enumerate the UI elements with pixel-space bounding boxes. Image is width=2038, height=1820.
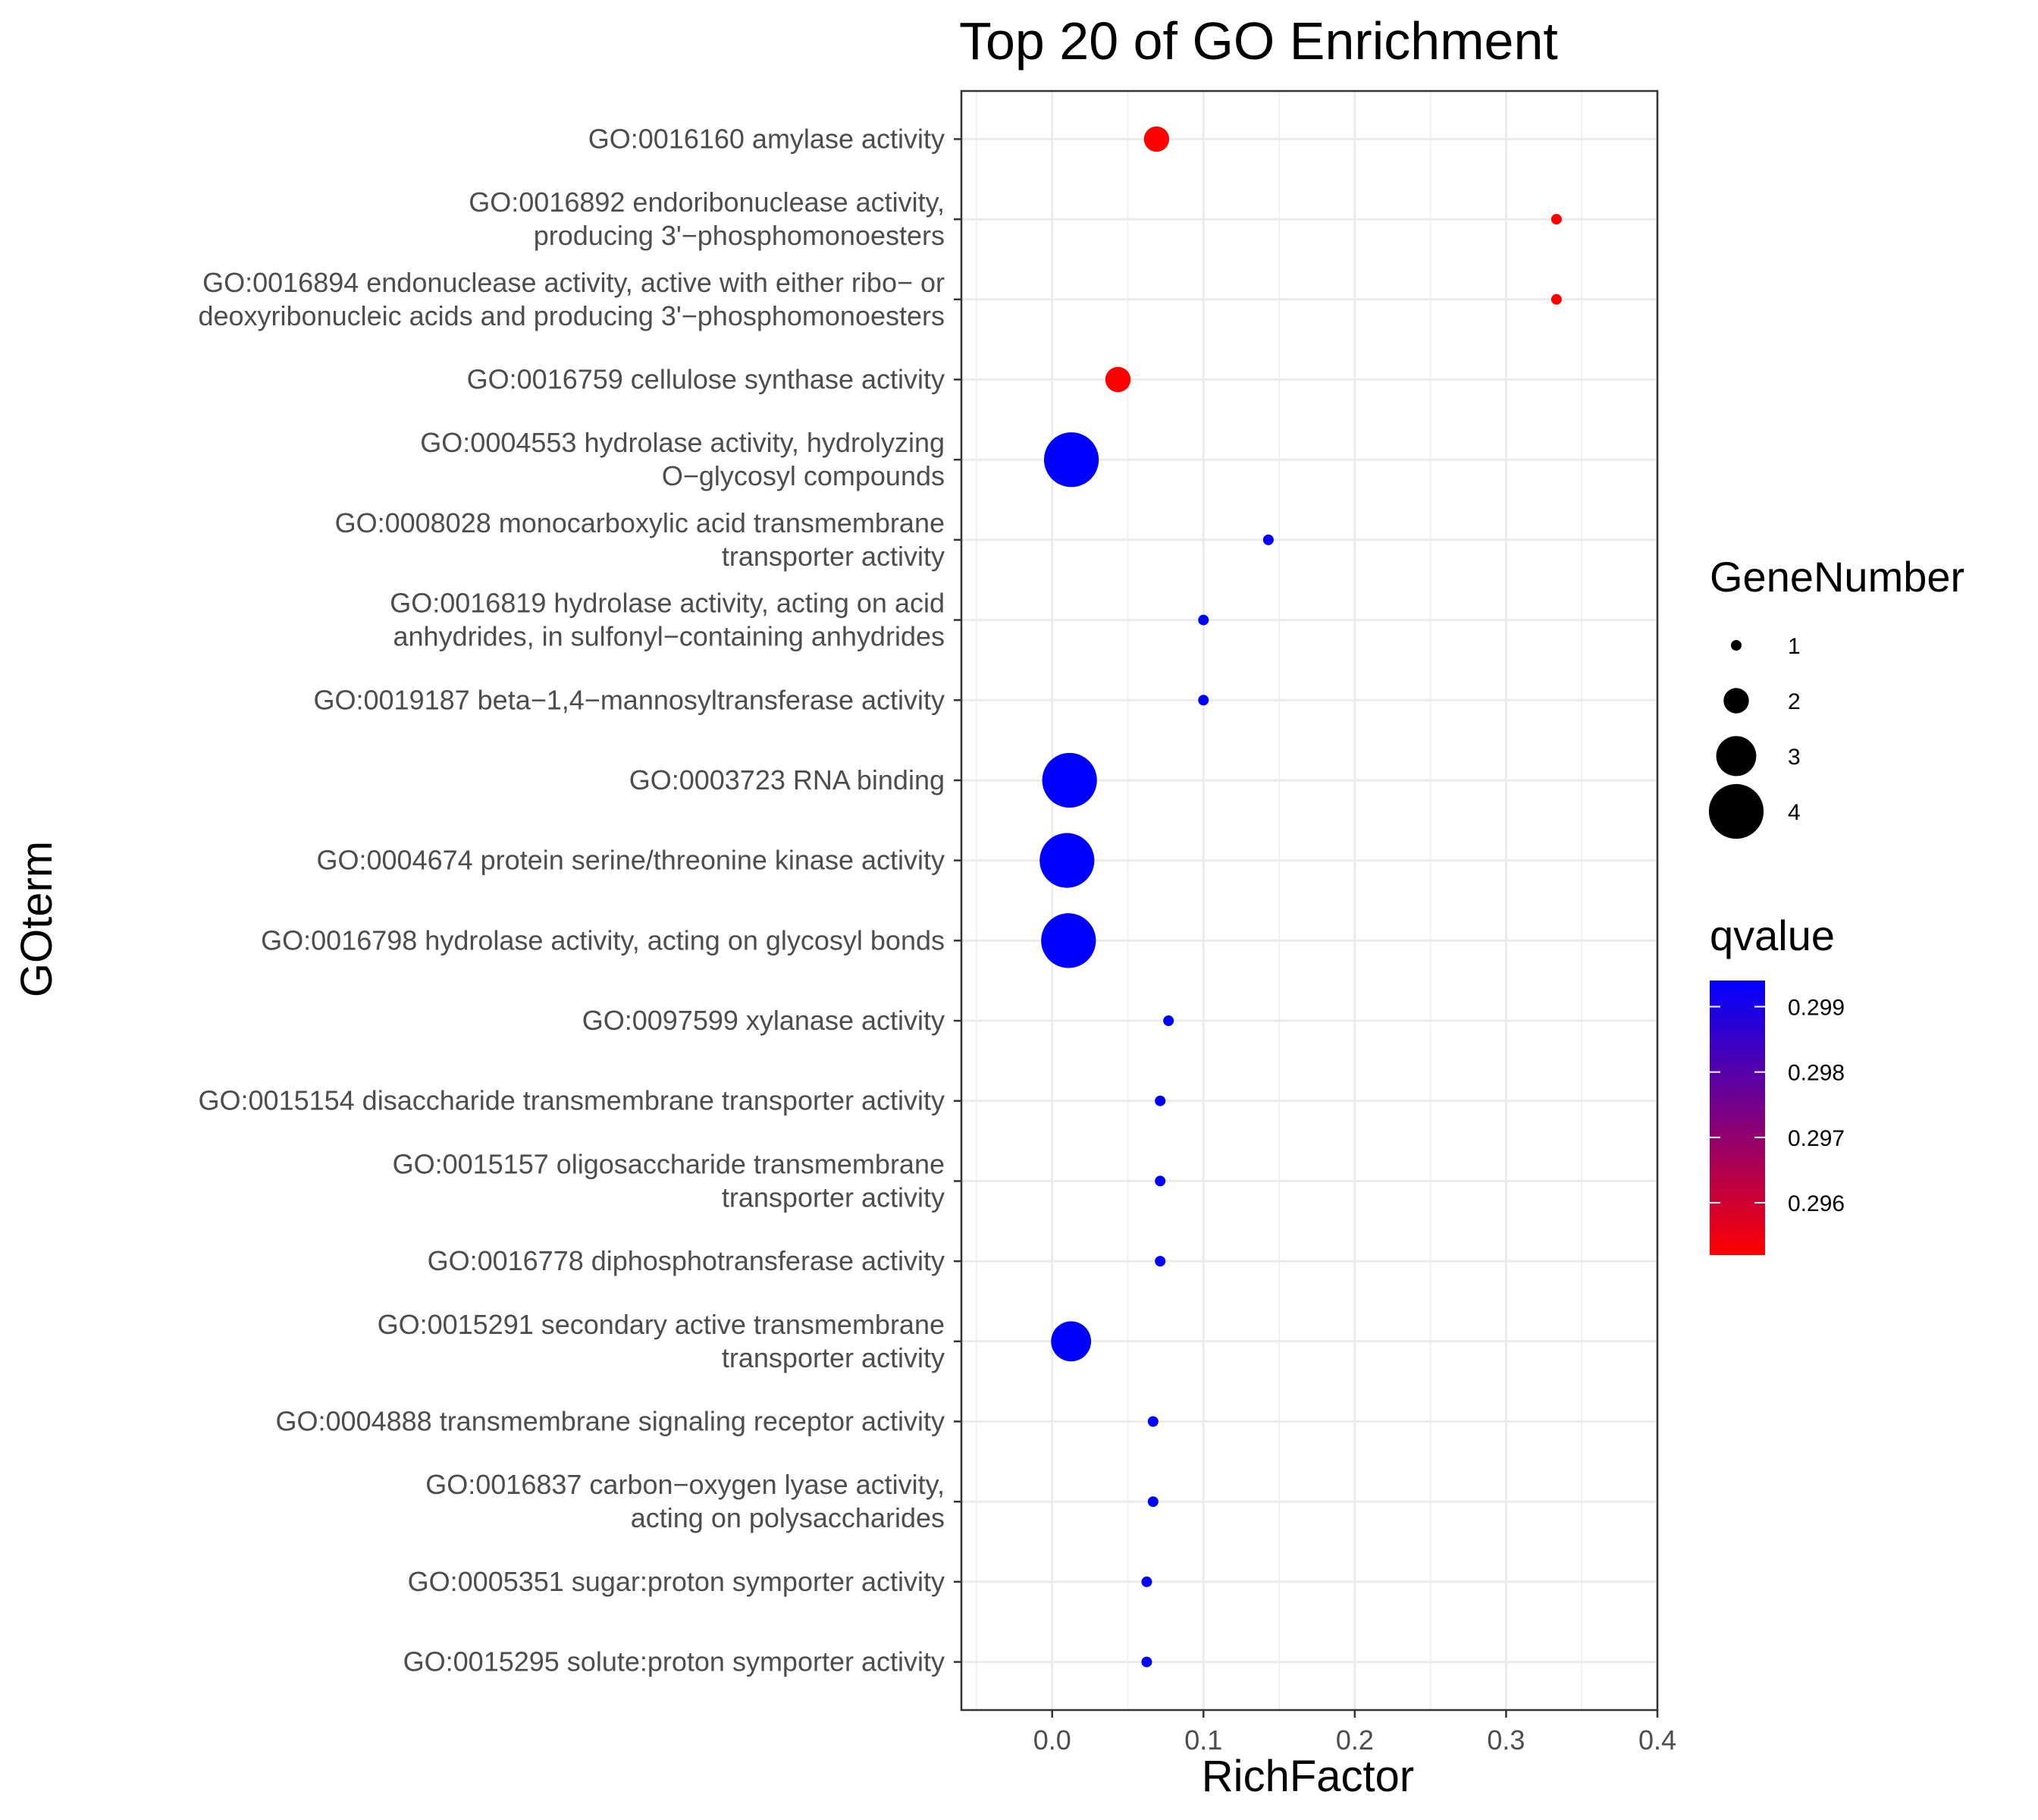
data-point (1143, 126, 1170, 152)
color-legend-label: 0.299 (1788, 995, 1845, 1020)
data-point (1141, 1576, 1152, 1587)
go-term-label: GO:0015154 disaccharide transmembrane tr… (199, 1085, 945, 1116)
data-point (1147, 1416, 1159, 1427)
go-term-label: GO:0016892 endoribonuclease activity, (469, 187, 945, 218)
size-legend-label: 4 (1788, 800, 1801, 825)
go-term-label: acting on polysaccharides (631, 1502, 945, 1533)
go-term-label: O−glycosyl compounds (662, 460, 945, 491)
x-axis-title: RichFactor (1202, 1752, 1414, 1801)
color-bar (1710, 981, 1765, 1255)
color-legend-title: qvalue (1710, 912, 1835, 959)
y-axis-title: GOterm (12, 841, 61, 997)
data-point (1155, 1175, 1166, 1187)
go-term-label: GO:0016160 amylase activity (588, 123, 945, 154)
x-tick-label: 0.1 (1184, 1724, 1222, 1756)
go-term-label: GO:0005351 sugar:proton symporter activi… (408, 1566, 945, 1597)
x-tick-label: 0.3 (1487, 1724, 1525, 1756)
go-term-label: GO:0003723 RNA binding (629, 764, 945, 795)
go-term-label: GO:0016894 endonuclease activity, active… (202, 267, 945, 298)
data-point (1039, 833, 1095, 888)
data-point (1043, 432, 1099, 488)
go-term-label: transporter activity (722, 1181, 945, 1213)
chart-title: Top 20 of GO Enrichment (959, 11, 1558, 71)
go-term-label: transporter activity (722, 541, 945, 572)
data-point (1155, 1095, 1166, 1106)
go-term-label: GO:0004674 protein serine/threonine kina… (317, 845, 945, 876)
data-point (1262, 534, 1274, 545)
go-term-label: GO:0015295 solute:proton symporter activ… (403, 1646, 945, 1677)
x-tick-label: 0.0 (1033, 1724, 1071, 1756)
data-point (1051, 1321, 1092, 1362)
color-legend-label: 0.296 (1788, 1191, 1845, 1216)
data-point (1041, 913, 1096, 968)
data-point (1550, 293, 1562, 305)
go-term-label: GO:0016778 diphosphotransferase activity (428, 1245, 945, 1276)
go-term-label: anhydrides, in sulfonyl−containing anhyd… (393, 621, 945, 652)
data-point (1155, 1256, 1166, 1267)
go-term-label: GO:0016837 carbon−oxygen lyase activity, (425, 1469, 945, 1500)
data-point (1550, 214, 1562, 225)
go-term-label: GO:0019187 beta−1,4−mannosyltransferase … (314, 684, 945, 715)
go-term-label: GO:0004888 transmembrane signaling recep… (276, 1406, 945, 1437)
size-legend-key (1723, 688, 1749, 714)
go-term-label: GO:0016819 hydrolase activity, acting on… (390, 588, 945, 619)
size-legend-key (1708, 783, 1764, 839)
go-term-label: GO:0008028 monocarboxylic acid transmemb… (335, 507, 945, 538)
plot-area: GO:0016160 amylase activity GO:0016892 en… (198, 89, 1676, 1756)
go-term-label: GO:0015291 secondary active transmembran… (378, 1309, 945, 1340)
size-legend-title: GeneNumber (1710, 553, 1964, 601)
color-legend-label: 0.297 (1788, 1126, 1845, 1151)
data-point (1198, 695, 1209, 706)
data-point (1198, 614, 1209, 626)
data-point (1163, 1015, 1174, 1027)
size-legend-label: 3 (1788, 745, 1801, 770)
go-term-label: GO:0015157 oligosaccharide transmembrane (393, 1148, 945, 1179)
go-term-label: GO:0097599 xylanase activity (582, 1005, 945, 1036)
x-tick-label: 0.4 (1638, 1724, 1676, 1756)
legend: GeneNumber 1 2 3 4 qvalue 0.296 0.297 0.298 0.299 (1708, 553, 1964, 1255)
x-tick-label: 0.2 (1336, 1724, 1374, 1756)
data-point (1141, 1656, 1152, 1668)
go-term-label: producing 3'−phosphomonoesters (534, 220, 945, 251)
data-point (1042, 752, 1097, 808)
go-term-label: GO:0016759 cellulose synthase activity (467, 363, 945, 394)
data-point (1147, 1496, 1159, 1508)
plot-panel (961, 91, 1657, 1710)
size-legend-key (1716, 736, 1757, 777)
go-term-label: deoxyribonucleic acids and producing 3'−… (198, 300, 945, 331)
data-point (1105, 366, 1131, 393)
size-legend-key (1731, 640, 1742, 651)
plot-border (960, 89, 1659, 1712)
color-legend-label: 0.298 (1788, 1061, 1845, 1086)
go-term-label: GO:0004553 hydrolase activity, hydrolyzi… (420, 427, 945, 458)
go-term-label: transporter activity (722, 1342, 945, 1373)
size-legend-label: 1 (1788, 634, 1801, 659)
go-term-label: GO:0016798 hydrolase activity, acting on… (261, 924, 945, 956)
size-legend-label: 2 (1788, 689, 1801, 714)
